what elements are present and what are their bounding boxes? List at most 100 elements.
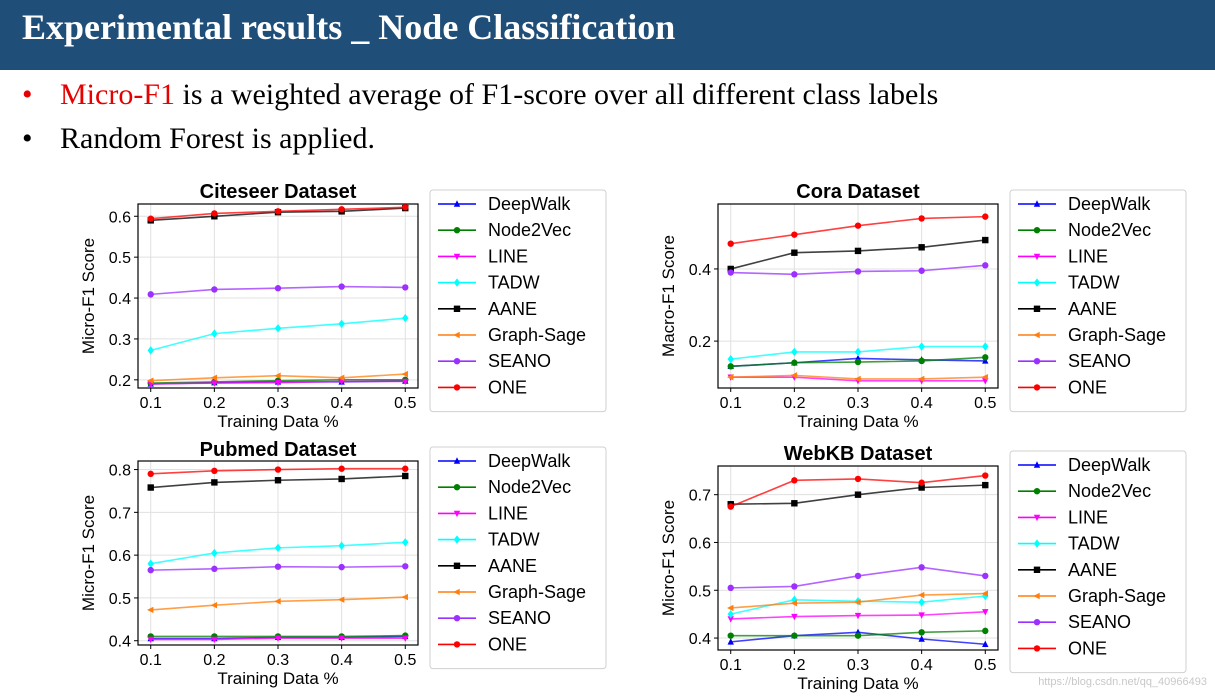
data-point-graph-sage [790, 372, 798, 379]
y-tick-label: 0.5 [689, 583, 711, 600]
legend-label: Node2Vec [488, 220, 571, 240]
data-point-one [338, 206, 345, 213]
data-point-graph-sage [727, 373, 734, 381]
data-point-seano [791, 583, 798, 590]
bullet-marker: • [22, 122, 33, 155]
data-point-aane [211, 479, 218, 486]
data-point-line [211, 636, 218, 644]
legend-label: Graph-Sage [488, 582, 586, 602]
data-point-graph-sage [917, 375, 925, 383]
legend-marker [453, 457, 461, 464]
data-point-one [274, 466, 282, 473]
data-point-line [918, 612, 925, 619]
data-point-deepwalk [727, 638, 734, 645]
data-point-node2vec [727, 363, 734, 370]
chart-title: WebKB Dataset [784, 443, 933, 465]
legend-marker [453, 384, 461, 391]
legend-label: ONE [488, 634, 527, 654]
data-point-seano [274, 563, 282, 570]
data-point-aane [791, 500, 798, 507]
legend-marker [453, 358, 461, 365]
data-point-graph-sage [337, 374, 345, 381]
legend-marker [1033, 539, 1041, 548]
data-point-graph-sage [790, 599, 798, 607]
y-tick-label: 0.5 [109, 250, 131, 267]
data-point-seano [982, 572, 989, 580]
x-tick-label: 0.5 [974, 657, 996, 674]
data-point-one [791, 477, 798, 484]
x-tick-label: 0.4 [911, 657, 933, 674]
data-point-one [854, 222, 862, 229]
data-point-tadw [338, 319, 345, 329]
data-point-tadw [338, 541, 345, 550]
chart-4: WebKB Dataset 0.1 0.2 0.3 0.4 0.5 0.4 0.5 0.6 0.7… [659, 443, 1187, 693]
x-tick-label: 0.1 [140, 395, 162, 412]
legend-label: AANE [488, 299, 537, 319]
legend-marker [1033, 461, 1041, 468]
data-point-graph-sage [981, 590, 988, 597]
data-point-aane [918, 244, 925, 251]
data-point-aane [791, 249, 798, 256]
x-tick-label: 0.3 [267, 652, 289, 669]
data-point-seano [211, 286, 218, 293]
data-point-tadw [727, 354, 734, 364]
legend-label: SEANO [488, 351, 551, 371]
data-point-aane [854, 247, 862, 255]
legend-box [1009, 189, 1187, 413]
x-tick-label: 0.3 [847, 395, 869, 412]
legend-label: DeepWalk [1068, 455, 1151, 475]
legend-marker [453, 588, 460, 596]
x-tick-label: 0.4 [331, 395, 353, 412]
data-point-graph-sage [274, 598, 281, 605]
y-tick-label: 0.3 [109, 332, 131, 349]
y-tick-label: 0.2 [689, 334, 711, 351]
data-point-node2vec [918, 629, 925, 636]
data-point-seano [147, 566, 154, 574]
legend-label: TADW [488, 273, 540, 293]
data-point-graph-sage [210, 374, 218, 381]
data-point-aane [854, 491, 862, 498]
data-point-seano [727, 584, 734, 592]
data-point-one [274, 208, 282, 215]
legend-marker [1033, 358, 1041, 365]
data-point-one [147, 470, 154, 478]
slide-title: Experimental results _ Node Classificati… [22, 7, 676, 47]
legend-label: TADW [1068, 534, 1120, 554]
legend-marker [1033, 514, 1041, 522]
data-point-graph-sage [401, 370, 408, 378]
y-axis-label: Macro-F1 Score [659, 235, 678, 357]
plot-frame [717, 465, 999, 651]
data-point-tadw [211, 329, 218, 338]
title-bar: Experimental results _ Node Classificati… [0, 0, 1215, 70]
legend-marker [1033, 305, 1041, 312]
data-point-seano [918, 564, 925, 571]
legend-marker [1033, 619, 1041, 626]
data-point-tadw [402, 313, 409, 323]
data-point-aane [918, 484, 925, 491]
data-point-seano [854, 268, 862, 275]
legend-label: LINE [1068, 507, 1108, 527]
bullet-highlight: Micro-F1 [60, 78, 175, 111]
data-point-one [211, 210, 218, 217]
y-axis-label: Micro-F1 Score [79, 238, 98, 354]
data-point-aane [338, 475, 345, 483]
x-tick-label: 0.3 [847, 657, 869, 674]
legend-marker [1033, 384, 1041, 391]
legend-label: Node2Vec [488, 477, 571, 497]
legend-marker [453, 535, 461, 544]
data-point-seano [338, 563, 345, 571]
data-point-line [147, 636, 154, 644]
plot-frame [137, 203, 419, 389]
legend-marker [453, 562, 461, 569]
legend-label: LINE [488, 503, 528, 523]
legend-label: AANE [1068, 299, 1117, 319]
legend-box [429, 446, 607, 670]
data-point-line [211, 380, 218, 387]
data-point-aane [727, 265, 734, 273]
legend-marker [1033, 278, 1041, 287]
legend-label: DeepWalk [488, 451, 571, 471]
data-point-graph-sage [147, 377, 154, 384]
bullet-text: Random Forest is applied. [60, 122, 375, 155]
